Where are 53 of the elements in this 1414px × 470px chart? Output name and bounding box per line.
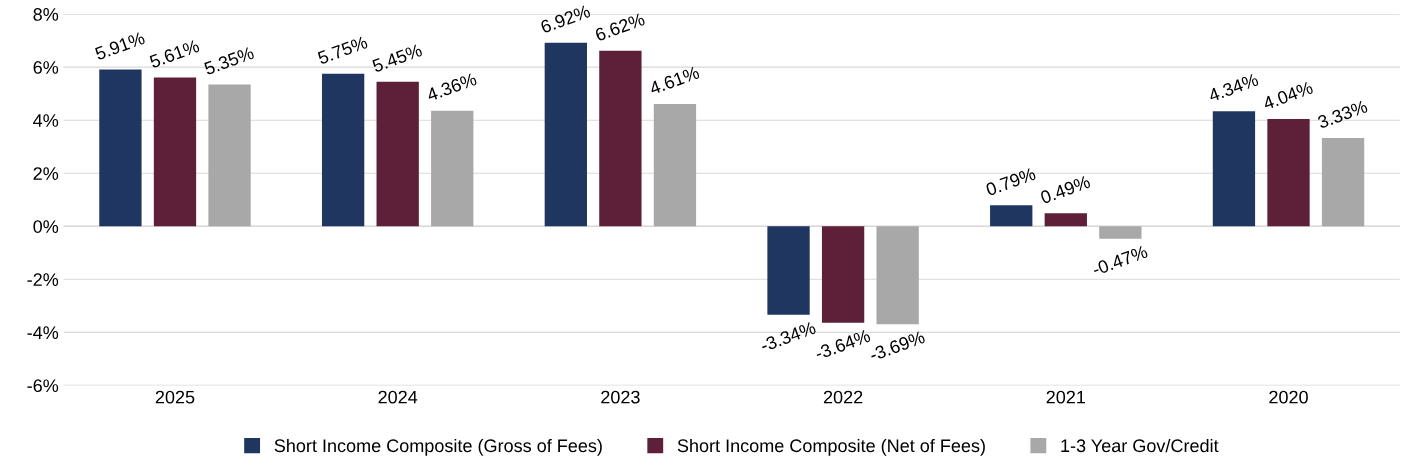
data-label: 3.33% (1316, 99, 1369, 129)
x-tick-label: 2020 (1269, 390, 1308, 404)
legend-label: Short Income Composite (Gross of Fees) (274, 438, 602, 456)
y-tick-label: -2% (27, 273, 59, 286)
data-label: 4.36% (425, 72, 478, 102)
x-tick-label: 2023 (601, 390, 640, 404)
data-label: 5.75% (317, 35, 369, 65)
data-label: 6.62% (594, 12, 646, 42)
y-tick-label: 0% (33, 220, 59, 233)
bar (653, 104, 697, 227)
data-label: 5.35% (203, 46, 255, 76)
legend-label: 1-3 Year Gov/Credit (1061, 438, 1219, 453)
bar (876, 226, 919, 325)
bar (376, 81, 419, 227)
data-label: 5.91% (94, 31, 146, 61)
x-tick-label: 2024 (378, 390, 418, 404)
data-label: 5.45% (371, 43, 423, 73)
bar (321, 73, 365, 227)
data-label: 0.79% (985, 167, 1037, 197)
data-label: -3.64% (816, 329, 872, 359)
bar (1267, 119, 1310, 227)
bar (208, 84, 251, 227)
data-label: 0.49% (1039, 175, 1091, 205)
bar (1321, 137, 1365, 227)
bar (99, 69, 142, 227)
y-tick-label: 2% (33, 167, 59, 180)
y-tick-label: 4% (33, 114, 59, 127)
bar (153, 77, 197, 227)
data-label: 4.34% (1207, 72, 1260, 103)
data-label: 4.61% (648, 65, 701, 95)
legend-label: Short Income Composite (Net of Fees) (677, 438, 985, 456)
bar (821, 226, 865, 323)
x-tick-label: 2022 (823, 390, 863, 404)
data-label: -3.69% (871, 330, 926, 360)
data-label: -0.47% (1091, 244, 1149, 277)
data-label: -3.34% (759, 321, 817, 353)
bar (1212, 111, 1256, 227)
bar (1099, 226, 1142, 239)
bar (1044, 213, 1087, 227)
y-tick-label: 6% (33, 61, 59, 74)
bar (544, 42, 587, 227)
bar (990, 205, 1033, 227)
data-label: 4.04% (1262, 80, 1314, 111)
bar (599, 50, 642, 227)
y-tick-label: 8% (33, 8, 59, 21)
bar (431, 110, 474, 227)
y-tick-label: -6% (27, 379, 59, 393)
x-tick-label: 2021 (1046, 390, 1086, 404)
data-label: 6.92% (539, 4, 591, 34)
y-tick-label: -4% (27, 326, 59, 340)
bar (767, 226, 810, 315)
x-tick-label: 2025 (155, 390, 195, 404)
data-label: 5.61% (148, 39, 201, 69)
